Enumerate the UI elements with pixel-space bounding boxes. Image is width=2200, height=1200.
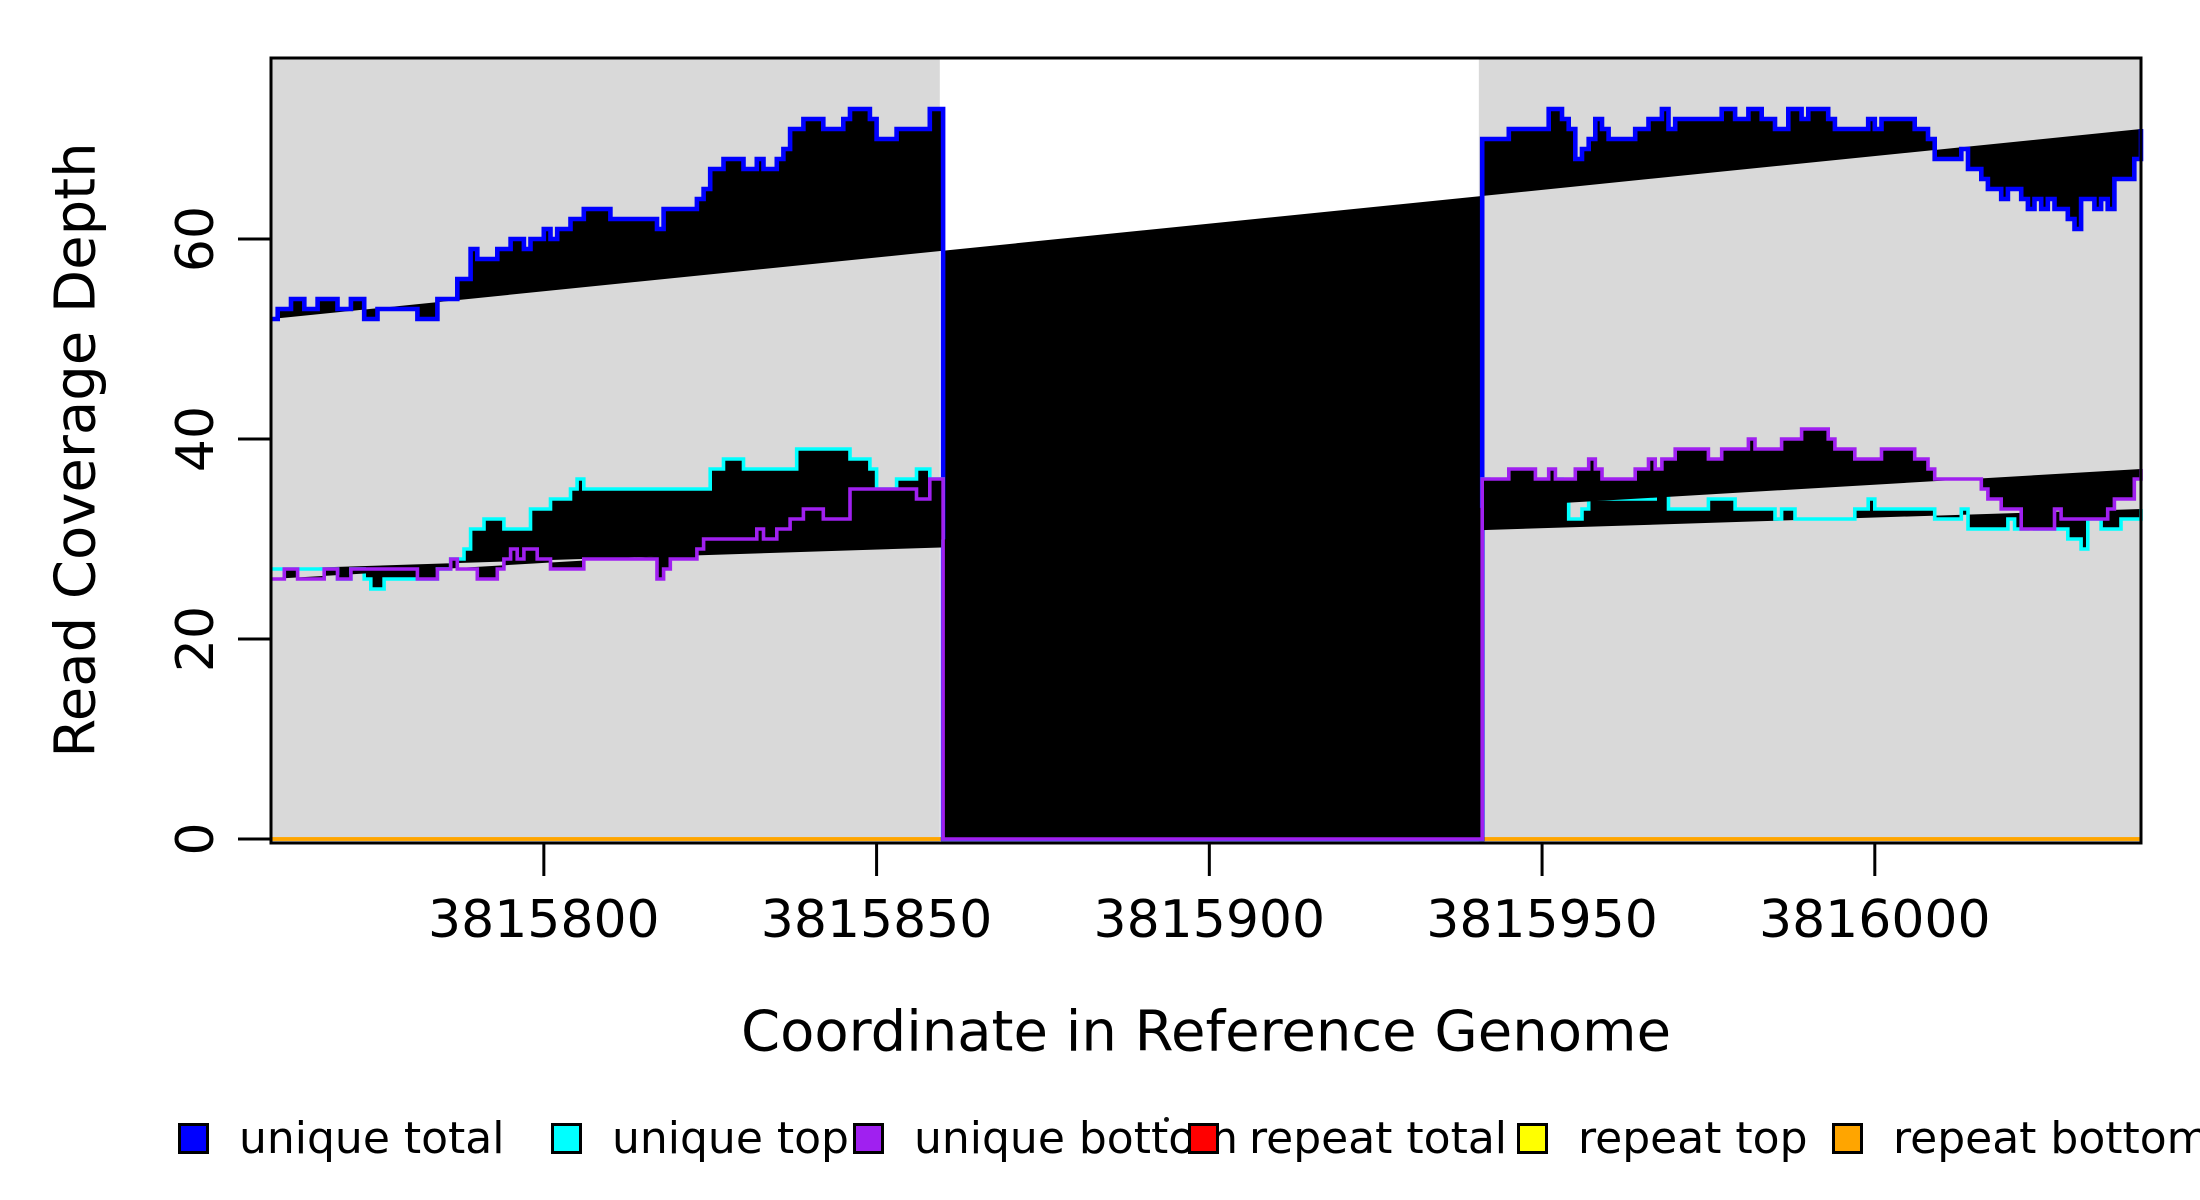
legend-label: repeat bottom	[1893, 1112, 2200, 1164]
y-axis-title: Read Coverage Depth	[43, 142, 109, 758]
unique-top-swatch-icon	[551, 1122, 582, 1154]
repeat-total-swatch-icon	[1188, 1122, 1219, 1154]
y-tick-label: 40	[166, 405, 226, 473]
y-tick-label: 60	[166, 205, 226, 273]
x-tick-label: 3815950	[1426, 890, 1658, 950]
unique-bottom-swatch-icon	[853, 1122, 884, 1154]
legend-item-unique-total: unique total	[178, 1113, 504, 1164]
series-unique-total	[271, 106, 2144, 842]
legend-label: unique top	[612, 1112, 849, 1164]
legend: unique total unique top unique bottom re…	[0, 1113, 2200, 1164]
plot-border	[269, 56, 2143, 845]
legend-label: unique total	[239, 1112, 505, 1164]
series-unique-bottom	[271, 427, 2143, 841]
legend-item-repeat-top: repeat top	[1517, 1113, 1808, 1164]
unique-total-swatch-icon	[178, 1122, 209, 1154]
legend-label: repeat top	[1578, 1112, 1808, 1164]
x-tick-label: 3815850	[760, 890, 993, 950]
legend-item-unique-bottom: unique bottom	[853, 1113, 1238, 1164]
stray-point-artifact	[1164, 1117, 1169, 1122]
legend-label: repeat total	[1249, 1112, 1508, 1164]
x-axis-title: Coordinate in Reference Genome	[740, 999, 1672, 1065]
x-tick-label: 3815800	[428, 890, 660, 950]
x-tick-label: 3816000	[1759, 890, 1991, 950]
repeat-top-swatch-icon	[1517, 1122, 1548, 1154]
legend-label: unique bottom	[914, 1112, 1239, 1164]
y-tick-label: 20	[166, 605, 226, 673]
y-tick-label: 0	[166, 822, 226, 856]
legend-item-unique-top: unique top	[551, 1113, 849, 1164]
legend-item-repeat-bottom: repeat bottom	[1832, 1113, 2200, 1164]
legend-item-repeat-total: repeat total	[1188, 1113, 1507, 1164]
x-tick-label: 3815900	[1093, 890, 1326, 950]
repeat-bottom-swatch-icon	[1832, 1122, 1863, 1154]
